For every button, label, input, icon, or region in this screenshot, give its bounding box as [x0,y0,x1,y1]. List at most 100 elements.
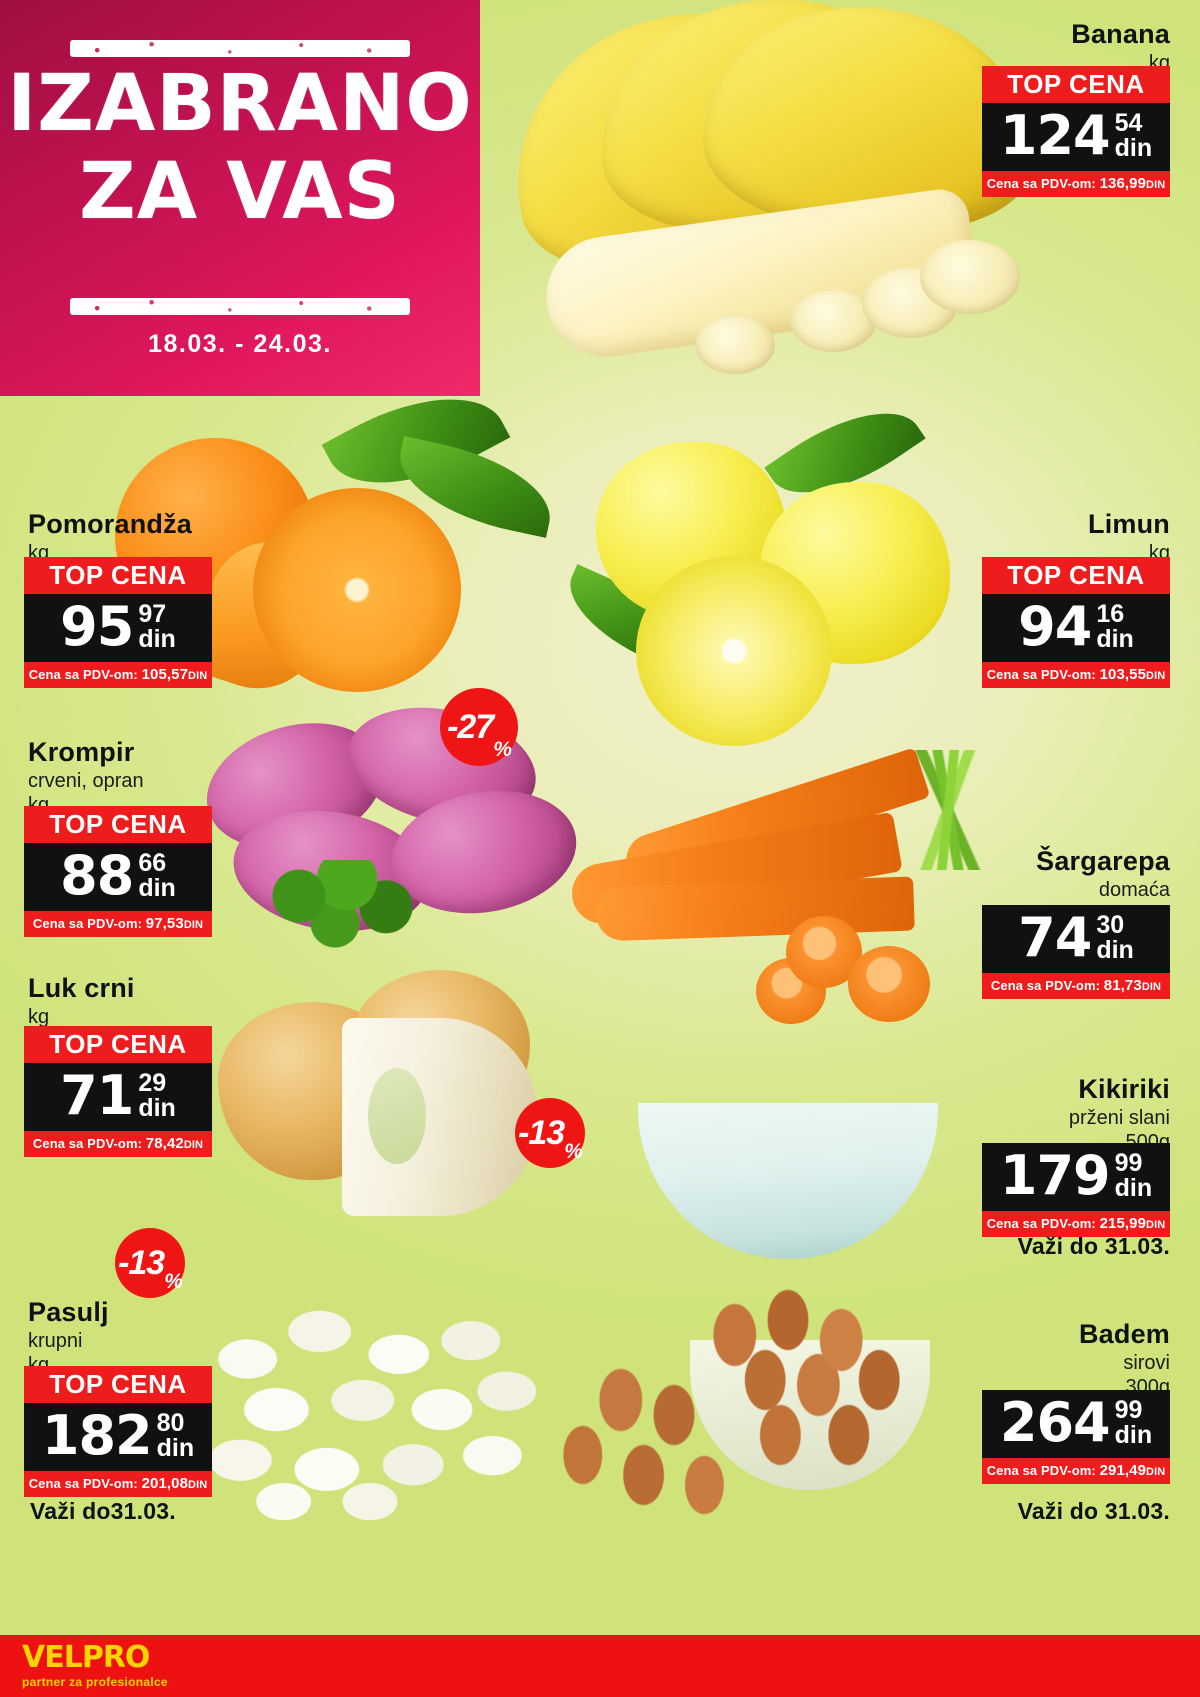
product-name: Pasulj [28,1297,109,1327]
pdv-price-bar: Cena sa PDV-om: 78,42DIN [24,1130,212,1157]
discount-badge-13-onion: -13% [515,1098,585,1168]
pdv-label: Cena sa PDV-om: [986,1215,1096,1231]
pdv-value: 291,49 [1099,1461,1147,1479]
price-decimal: 54 [1114,109,1143,137]
velpro-logo: VELPRO partner za profesionalce [22,1640,168,1690]
bean-image [190,1290,550,1520]
pdv-price-bar: Cena sa PDV-om: 291,49DIN [982,1457,1170,1484]
pdv-value: 105,57 [141,665,189,683]
potato-image [191,691,587,950]
pdv-label: Cena sa PDV-om: [986,1462,1096,1478]
top-cena-banner: TOP CENA [24,557,212,594]
discount-badge-27: -27% [440,688,518,766]
price-amount: 182 80 din [24,1403,212,1471]
price-integer: 182 [41,1404,153,1467]
price-tag-sargarepa[interactable]: 74 30 din Cena sa PDV-om: 81,73DIN [982,905,1170,999]
header-rule-top [70,40,410,57]
top-cena-banner: TOP CENA [24,806,212,843]
pdv-currency: DIN [1146,1465,1166,1478]
product-sub-1: sirovi [1123,1351,1170,1374]
pdv-value: 81,73 [1103,976,1142,994]
pdv-value: 215,99 [1099,1214,1147,1232]
pdv-currency: DIN [1146,1218,1166,1231]
price-tag-luk-crni[interactable]: TOP CENA 71 29 din Cena sa PDV-om: 78,42… [24,1026,212,1157]
pdv-price-bar: Cena sa PDV-om: 201,08DIN [24,1470,212,1497]
product-name: Kikiriki [1078,1074,1170,1104]
logo-tagline: partner za profesionalce [22,1675,168,1689]
price-amount: 88 66 din [24,843,212,911]
price-tag-pomorandza[interactable]: TOP CENA 95 97 din Cena sa PDV-om: 105,5… [24,557,212,688]
product-name: Badem [1078,1319,1170,1349]
discount-percent-sign: % [493,738,512,761]
lemon-image [553,383,980,746]
discount-badge-13-beans: -13% [115,1228,185,1298]
promo-header: IZABRANO ZA VAS 18.03. - 24.03. [0,0,480,396]
price-tag-banana[interactable]: TOP CENA 124 54 din Cena sa PDV-om: 136,… [982,66,1170,197]
product-sub-1: prženi slani [1068,1106,1170,1129]
discount-value: -13 [118,1244,165,1282]
product-name: Limun [1088,509,1170,539]
price-tag-limun[interactable]: TOP CENA 94 16 din Cena sa PDV-om: 103,5… [982,557,1170,688]
product-name: Pomorandža [28,509,193,539]
product-label-luk-crni: Luk crni kg [28,972,135,1029]
pdv-price-bar: Cena sa PDV-om: 97,53DIN [24,910,212,937]
pdv-value: 136,99 [1099,174,1147,192]
price-tag-badem[interactable]: 264 99 din Cena sa PDV-om: 291,49DIN [982,1390,1170,1484]
product-name: Banana [1071,19,1170,49]
price-amount: 71 29 din [24,1063,212,1131]
peanut-bowl-image [620,1015,960,1265]
validity-note-badem: Važi do 31.03. [1017,1498,1170,1524]
price-currency: din [1114,1421,1153,1449]
pdv-currency: DIN [183,918,204,931]
pdv-currency: DIN [188,1478,208,1491]
price-tag-krompir[interactable]: TOP CENA 88 66 din Cena sa PDV-om: 97,53… [24,806,212,937]
price-currency: din [1114,134,1153,162]
title-line-2: ZA VAS [79,147,401,237]
product-name: Krompir [28,737,135,767]
price-currency: din [138,625,176,653]
price-integer: 264 [999,1391,1111,1454]
price-currency: din [138,874,176,902]
price-integer: 179 [999,1144,1111,1207]
title-line-1: IZABRANO [7,59,473,149]
pdv-price-bar: Cena sa PDV-om: 81,73DIN [982,972,1170,999]
product-sub-1: kg [28,1005,50,1028]
pdv-label: Cena sa PDV-om: [986,175,1096,191]
pdv-price-bar: Cena sa PDV-om: 103,55DIN [982,661,1170,688]
price-currency: din [138,1094,176,1122]
discount-value: -13 [518,1114,565,1152]
price-currency: din [1096,625,1134,653]
pdv-price-bar: Cena sa PDV-om: 215,99DIN [982,1210,1170,1237]
price-decimal: 97 [138,600,167,628]
pdv-value: 201,08 [141,1474,189,1492]
price-integer: 71 [60,1064,134,1127]
discount-percent-sign: % [164,1270,183,1293]
price-tag-pasulj[interactable]: TOP CENA 182 80 din Cena sa PDV-om: 201,… [24,1366,212,1497]
price-decimal: 80 [156,1409,185,1437]
validity-note-kikiriki: Važi do 31.03. [1017,1233,1170,1259]
product-label-kikiriki: Kikiriki prženi slani 500g [1069,1073,1170,1155]
pdv-price-bar: Cena sa PDV-om: 136,99DIN [982,170,1170,197]
product-label-limun: Limun kg [1088,508,1170,565]
page-title: IZABRANO ZA VAS [0,60,480,236]
pdv-price-bar: Cena sa PDV-om: 105,57DIN [24,661,212,688]
price-tag-kikiriki[interactable]: 179 99 din Cena sa PDV-om: 215,99DIN [982,1143,1170,1237]
price-decimal: 99 [1114,1396,1143,1424]
product-sub-1: krupni [28,1329,83,1352]
header-rule-bottom [70,298,410,315]
price-amount: 74 30 din [982,905,1170,973]
product-label-sargarepa: Šargarepa domaća kg [1036,845,1170,927]
pdv-label: Cena sa PDV-om: [28,666,138,682]
almond-bowl-image [560,1270,940,1520]
price-integer: 74 [1018,906,1092,969]
price-currency: din [1114,1174,1153,1202]
discount-percent-sign: % [564,1140,583,1163]
pdv-currency: DIN [1146,178,1166,191]
product-sub-1: domaća [1098,878,1170,901]
pdv-currency: DIN [183,1138,204,1151]
price-integer: 124 [999,104,1111,167]
pdv-currency: DIN [188,669,208,682]
logo-wordmark: VELPRO [22,1640,150,1675]
carrot-image [560,740,1040,1040]
pdv-currency: DIN [1146,669,1166,682]
